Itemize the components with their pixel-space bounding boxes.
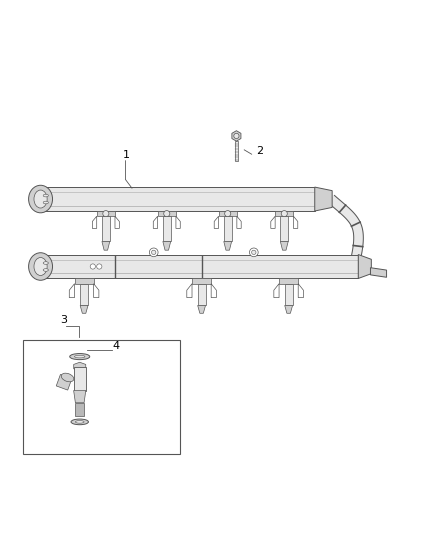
Ellipse shape bbox=[28, 185, 53, 213]
Text: 4: 4 bbox=[113, 341, 120, 351]
Polygon shape bbox=[163, 241, 171, 250]
Ellipse shape bbox=[71, 419, 88, 425]
Polygon shape bbox=[102, 241, 110, 250]
Polygon shape bbox=[358, 255, 371, 278]
Ellipse shape bbox=[43, 194, 48, 197]
Bar bbox=[56, 375, 72, 390]
Circle shape bbox=[234, 133, 239, 139]
Polygon shape bbox=[285, 305, 293, 313]
Text: 1: 1 bbox=[123, 150, 130, 160]
Polygon shape bbox=[80, 305, 88, 313]
Polygon shape bbox=[371, 268, 387, 277]
Ellipse shape bbox=[34, 257, 47, 276]
Circle shape bbox=[149, 248, 158, 257]
Bar bbox=[97, 211, 115, 216]
Polygon shape bbox=[74, 391, 86, 403]
Bar bbox=[41, 255, 358, 278]
Circle shape bbox=[281, 211, 287, 217]
Bar bbox=[192, 278, 211, 284]
Circle shape bbox=[97, 264, 102, 269]
Circle shape bbox=[152, 250, 156, 255]
Ellipse shape bbox=[70, 353, 90, 360]
Bar bbox=[224, 216, 232, 241]
Bar bbox=[219, 211, 237, 216]
Bar bbox=[198, 284, 205, 305]
Ellipse shape bbox=[28, 253, 53, 280]
Bar bbox=[80, 284, 88, 305]
Bar bbox=[163, 216, 171, 241]
Polygon shape bbox=[198, 305, 205, 313]
Ellipse shape bbox=[43, 262, 48, 264]
Polygon shape bbox=[315, 187, 332, 211]
Circle shape bbox=[103, 211, 109, 217]
Polygon shape bbox=[224, 241, 232, 250]
Bar bbox=[275, 211, 293, 216]
Text: 2: 2 bbox=[256, 146, 263, 156]
Text: 3: 3 bbox=[60, 315, 67, 325]
Circle shape bbox=[164, 211, 170, 217]
Ellipse shape bbox=[75, 421, 84, 423]
Bar bbox=[279, 278, 298, 284]
Ellipse shape bbox=[61, 373, 74, 382]
Bar bbox=[41, 187, 315, 211]
Bar bbox=[158, 211, 176, 216]
Ellipse shape bbox=[43, 201, 48, 204]
Bar bbox=[235, 141, 238, 161]
Circle shape bbox=[90, 264, 95, 269]
Polygon shape bbox=[232, 131, 241, 141]
Bar bbox=[75, 403, 84, 416]
Bar bbox=[285, 284, 293, 305]
Bar bbox=[102, 216, 110, 241]
Bar bbox=[74, 367, 86, 391]
Polygon shape bbox=[328, 196, 363, 268]
Bar bbox=[280, 216, 288, 241]
Ellipse shape bbox=[34, 190, 47, 208]
Bar bbox=[23, 341, 180, 454]
Bar bbox=[74, 278, 94, 284]
Polygon shape bbox=[74, 362, 86, 371]
Polygon shape bbox=[280, 241, 288, 250]
Ellipse shape bbox=[43, 269, 48, 271]
Circle shape bbox=[225, 211, 231, 217]
Circle shape bbox=[250, 248, 258, 257]
Ellipse shape bbox=[74, 356, 85, 358]
Circle shape bbox=[252, 250, 256, 255]
